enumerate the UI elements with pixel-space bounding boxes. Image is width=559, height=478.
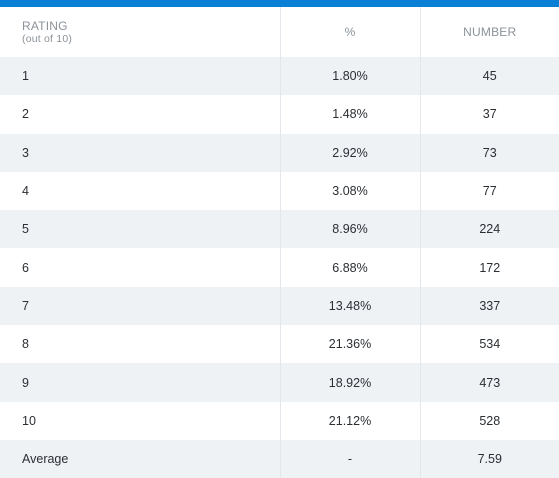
cell-number: 7.59	[420, 439, 559, 478]
cell-number: 224	[420, 210, 559, 249]
header-rating: RATING (out of 10)	[0, 7, 281, 57]
table-row: 3 2.92% 73	[0, 133, 559, 172]
cell-percent: 2.92%	[280, 133, 421, 172]
header-percent: %	[280, 7, 421, 57]
header-rating-label: RATING	[22, 18, 68, 33]
table-header: RATING (out of 10) % NUMBER	[0, 7, 559, 57]
table-row: 8 21.36% 534	[0, 325, 559, 364]
ratings-table: RATING (out of 10) % NUMBER 1 1.80% 45 2…	[0, 7, 559, 478]
cell-number: 528	[420, 401, 559, 440]
table-row: 4 3.08% 77	[0, 171, 559, 211]
cell-rating: 8	[0, 325, 281, 364]
cell-number: 534	[420, 325, 559, 364]
cell-rating: 10	[0, 401, 281, 440]
table-row-average: Average - 7.59	[0, 439, 559, 478]
cell-number: 45	[420, 57, 559, 96]
table-row: 7 13.48% 337	[0, 286, 559, 326]
cell-percent: -	[280, 439, 421, 478]
cell-percent: 1.80%	[280, 57, 421, 96]
cell-percent: 13.48%	[280, 286, 421, 326]
table-row: 2 1.48% 37	[0, 95, 559, 134]
header-number: NUMBER	[463, 25, 517, 39]
table-body: 1 1.80% 45 2 1.48% 37 3 2.92% 73 4 3.08%…	[0, 57, 559, 478]
cell-rating: 9	[0, 363, 281, 402]
cell-number: 172	[420, 248, 559, 287]
cell-number: 77	[420, 171, 559, 211]
cell-rating: 2	[0, 95, 281, 134]
cell-rating: 1	[0, 57, 281, 96]
table-row: 1 1.80% 45	[0, 57, 559, 96]
cell-rating: 6	[0, 248, 281, 287]
cell-percent: 6.88%	[280, 248, 421, 287]
header-rating-sublabel: (out of 10)	[22, 32, 73, 45]
cell-number: 73	[420, 133, 559, 172]
cell-number: 337	[420, 286, 559, 326]
table-row: 10 21.12% 528	[0, 401, 559, 440]
cell-percent: 21.12%	[280, 401, 421, 440]
cell-percent: 18.92%	[280, 363, 421, 402]
cell-percent: 3.08%	[280, 171, 421, 211]
cell-number: 37	[420, 95, 559, 134]
table-row: 9 18.92% 473	[0, 363, 559, 402]
cell-rating: 3	[0, 133, 281, 172]
header-row: RATING (out of 10) % NUMBER	[0, 7, 559, 57]
cell-rating: 5	[0, 210, 281, 249]
cell-percent: 8.96%	[280, 210, 421, 249]
table-row: 6 6.88% 172	[0, 248, 559, 287]
cell-percent: 21.36%	[280, 325, 421, 364]
accent-top-bar	[0, 0, 559, 7]
cell-rating: 7	[0, 286, 281, 326]
cell-rating: Average	[0, 439, 281, 478]
table-row: 5 8.96% 224	[0, 210, 559, 249]
cell-percent: 1.48%	[280, 95, 421, 134]
cell-number: 473	[420, 363, 559, 402]
cell-rating: 4	[0, 171, 281, 211]
